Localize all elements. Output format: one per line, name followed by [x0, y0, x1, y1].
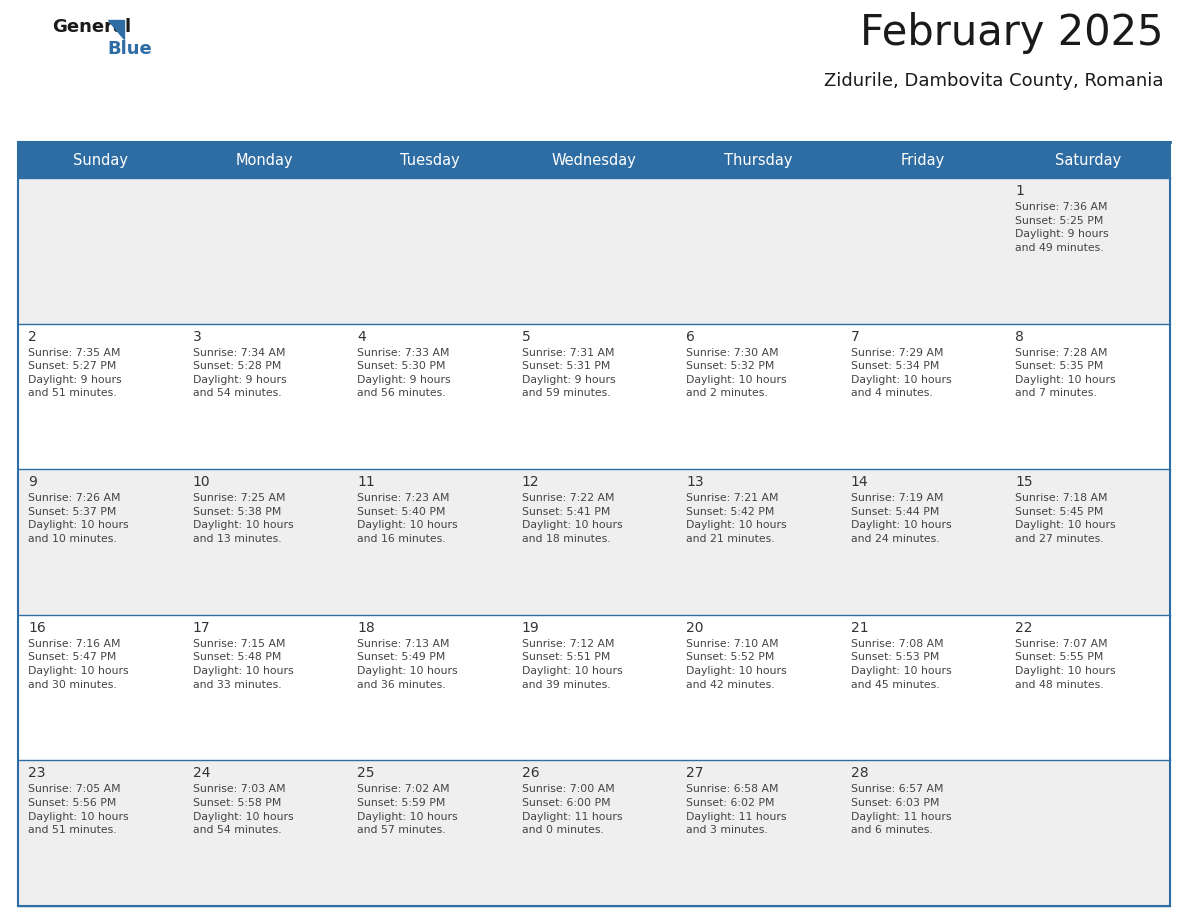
Text: 13: 13 [687, 476, 704, 489]
Text: 2: 2 [29, 330, 37, 343]
Text: 14: 14 [851, 476, 868, 489]
Text: Wednesday: Wednesday [551, 152, 637, 167]
Text: 1: 1 [1016, 184, 1024, 198]
Text: 21: 21 [851, 621, 868, 635]
Text: 4: 4 [358, 330, 366, 343]
Polygon shape [108, 20, 124, 39]
Text: Sunrise: 7:29 AM
Sunset: 5:34 PM
Daylight: 10 hours
and 4 minutes.: Sunrise: 7:29 AM Sunset: 5:34 PM Dayligh… [851, 348, 952, 398]
Text: Sunrise: 7:13 AM
Sunset: 5:49 PM
Daylight: 10 hours
and 36 minutes.: Sunrise: 7:13 AM Sunset: 5:49 PM Dayligh… [358, 639, 457, 689]
Text: 9: 9 [29, 476, 37, 489]
Text: Zidurile, Dambovita County, Romania: Zidurile, Dambovita County, Romania [823, 72, 1163, 90]
Text: General: General [52, 18, 131, 36]
Text: Friday: Friday [901, 152, 946, 167]
Text: 5: 5 [522, 330, 531, 343]
Text: 10: 10 [192, 476, 210, 489]
FancyBboxPatch shape [18, 469, 1170, 615]
Text: Sunrise: 7:30 AM
Sunset: 5:32 PM
Daylight: 10 hours
and 2 minutes.: Sunrise: 7:30 AM Sunset: 5:32 PM Dayligh… [687, 348, 786, 398]
Text: Sunrise: 7:05 AM
Sunset: 5:56 PM
Daylight: 10 hours
and 51 minutes.: Sunrise: 7:05 AM Sunset: 5:56 PM Dayligh… [29, 784, 128, 835]
FancyBboxPatch shape [18, 178, 1170, 324]
Text: Sunrise: 7:28 AM
Sunset: 5:35 PM
Daylight: 10 hours
and 7 minutes.: Sunrise: 7:28 AM Sunset: 5:35 PM Dayligh… [1016, 348, 1116, 398]
FancyBboxPatch shape [18, 324, 1170, 469]
Text: Sunrise: 7:21 AM
Sunset: 5:42 PM
Daylight: 10 hours
and 21 minutes.: Sunrise: 7:21 AM Sunset: 5:42 PM Dayligh… [687, 493, 786, 544]
Text: 15: 15 [1016, 476, 1034, 489]
Text: February 2025: February 2025 [859, 12, 1163, 54]
Text: Sunrise: 7:22 AM
Sunset: 5:41 PM
Daylight: 10 hours
and 18 minutes.: Sunrise: 7:22 AM Sunset: 5:41 PM Dayligh… [522, 493, 623, 544]
FancyBboxPatch shape [18, 615, 1170, 760]
Text: Sunrise: 7:25 AM
Sunset: 5:38 PM
Daylight: 10 hours
and 13 minutes.: Sunrise: 7:25 AM Sunset: 5:38 PM Dayligh… [192, 493, 293, 544]
Text: Tuesday: Tuesday [399, 152, 460, 167]
Text: Sunrise: 7:10 AM
Sunset: 5:52 PM
Daylight: 10 hours
and 42 minutes.: Sunrise: 7:10 AM Sunset: 5:52 PM Dayligh… [687, 639, 786, 689]
Text: Saturday: Saturday [1055, 152, 1120, 167]
Text: Sunrise: 6:57 AM
Sunset: 6:03 PM
Daylight: 11 hours
and 6 minutes.: Sunrise: 6:57 AM Sunset: 6:03 PM Dayligh… [851, 784, 952, 835]
FancyBboxPatch shape [18, 142, 1170, 178]
Text: Sunrise: 7:31 AM
Sunset: 5:31 PM
Daylight: 9 hours
and 59 minutes.: Sunrise: 7:31 AM Sunset: 5:31 PM Dayligh… [522, 348, 615, 398]
Text: Sunrise: 7:26 AM
Sunset: 5:37 PM
Daylight: 10 hours
and 10 minutes.: Sunrise: 7:26 AM Sunset: 5:37 PM Dayligh… [29, 493, 128, 544]
Text: Sunrise: 7:19 AM
Sunset: 5:44 PM
Daylight: 10 hours
and 24 minutes.: Sunrise: 7:19 AM Sunset: 5:44 PM Dayligh… [851, 493, 952, 544]
Text: 11: 11 [358, 476, 375, 489]
Text: 16: 16 [29, 621, 46, 635]
FancyBboxPatch shape [18, 760, 1170, 906]
Text: Sunrise: 7:16 AM
Sunset: 5:47 PM
Daylight: 10 hours
and 30 minutes.: Sunrise: 7:16 AM Sunset: 5:47 PM Dayligh… [29, 639, 128, 689]
Text: Sunrise: 7:03 AM
Sunset: 5:58 PM
Daylight: 10 hours
and 54 minutes.: Sunrise: 7:03 AM Sunset: 5:58 PM Dayligh… [192, 784, 293, 835]
Text: Sunrise: 7:12 AM
Sunset: 5:51 PM
Daylight: 10 hours
and 39 minutes.: Sunrise: 7:12 AM Sunset: 5:51 PM Dayligh… [522, 639, 623, 689]
Text: Sunrise: 7:35 AM
Sunset: 5:27 PM
Daylight: 9 hours
and 51 minutes.: Sunrise: 7:35 AM Sunset: 5:27 PM Dayligh… [29, 348, 121, 398]
Text: Sunrise: 7:15 AM
Sunset: 5:48 PM
Daylight: 10 hours
and 33 minutes.: Sunrise: 7:15 AM Sunset: 5:48 PM Dayligh… [192, 639, 293, 689]
Text: Thursday: Thursday [725, 152, 792, 167]
Text: Sunday: Sunday [72, 152, 128, 167]
Text: Sunrise: 7:33 AM
Sunset: 5:30 PM
Daylight: 9 hours
and 56 minutes.: Sunrise: 7:33 AM Sunset: 5:30 PM Dayligh… [358, 348, 450, 398]
Text: 22: 22 [1016, 621, 1032, 635]
Text: Sunrise: 7:36 AM
Sunset: 5:25 PM
Daylight: 9 hours
and 49 minutes.: Sunrise: 7:36 AM Sunset: 5:25 PM Dayligh… [1016, 202, 1110, 252]
Text: 17: 17 [192, 621, 210, 635]
Text: Monday: Monday [236, 152, 293, 167]
Text: 27: 27 [687, 767, 703, 780]
Text: 7: 7 [851, 330, 860, 343]
Text: Sunrise: 7:23 AM
Sunset: 5:40 PM
Daylight: 10 hours
and 16 minutes.: Sunrise: 7:23 AM Sunset: 5:40 PM Dayligh… [358, 493, 457, 544]
Text: Sunrise: 7:00 AM
Sunset: 6:00 PM
Daylight: 11 hours
and 0 minutes.: Sunrise: 7:00 AM Sunset: 6:00 PM Dayligh… [522, 784, 623, 835]
Text: Sunrise: 7:34 AM
Sunset: 5:28 PM
Daylight: 9 hours
and 54 minutes.: Sunrise: 7:34 AM Sunset: 5:28 PM Dayligh… [192, 348, 286, 398]
Text: 28: 28 [851, 767, 868, 780]
Text: Sunrise: 7:08 AM
Sunset: 5:53 PM
Daylight: 10 hours
and 45 minutes.: Sunrise: 7:08 AM Sunset: 5:53 PM Dayligh… [851, 639, 952, 689]
Text: 3: 3 [192, 330, 201, 343]
Text: 12: 12 [522, 476, 539, 489]
Text: 25: 25 [358, 767, 374, 780]
Text: Sunrise: 7:02 AM
Sunset: 5:59 PM
Daylight: 10 hours
and 57 minutes.: Sunrise: 7:02 AM Sunset: 5:59 PM Dayligh… [358, 784, 457, 835]
Text: Blue: Blue [107, 40, 152, 58]
Text: 8: 8 [1016, 330, 1024, 343]
Text: 23: 23 [29, 767, 45, 780]
Text: Sunrise: 6:58 AM
Sunset: 6:02 PM
Daylight: 11 hours
and 3 minutes.: Sunrise: 6:58 AM Sunset: 6:02 PM Dayligh… [687, 784, 786, 835]
Text: 18: 18 [358, 621, 375, 635]
Text: Sunrise: 7:07 AM
Sunset: 5:55 PM
Daylight: 10 hours
and 48 minutes.: Sunrise: 7:07 AM Sunset: 5:55 PM Dayligh… [1016, 639, 1116, 689]
Text: 26: 26 [522, 767, 539, 780]
Text: 24: 24 [192, 767, 210, 780]
Text: Sunrise: 7:18 AM
Sunset: 5:45 PM
Daylight: 10 hours
and 27 minutes.: Sunrise: 7:18 AM Sunset: 5:45 PM Dayligh… [1016, 493, 1116, 544]
Text: 19: 19 [522, 621, 539, 635]
Text: 20: 20 [687, 621, 703, 635]
Text: 6: 6 [687, 330, 695, 343]
